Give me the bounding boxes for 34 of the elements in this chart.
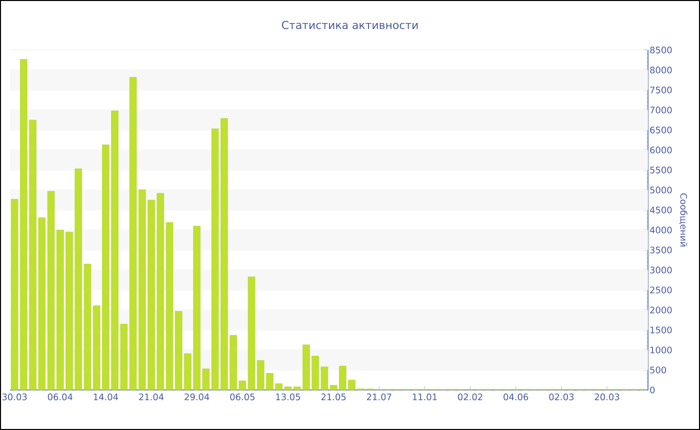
y-tick-label: 7000	[650, 106, 672, 114]
y-axis-title: Сообщений	[679, 193, 688, 246]
x-tick-label: 13.05	[276, 394, 300, 400]
y-tick-label: 6000	[650, 146, 672, 154]
x-tick-label: 06.04	[48, 394, 72, 400]
x-tick-label: 14.04	[94, 394, 118, 400]
y-tick-label: 5500	[650, 166, 672, 174]
y-tick-label: 2500	[650, 286, 672, 294]
y-tick-label: 0	[650, 386, 655, 394]
y-tick-label: 2000	[650, 306, 672, 314]
x-tick-label: 02.03	[549, 394, 574, 400]
y-tick-label: 3000	[650, 266, 672, 274]
y-tick-label: 3500	[650, 246, 672, 254]
x-tick-label: 21.07	[366, 394, 392, 400]
y-tick-label: 1000	[650, 346, 672, 354]
y-tick-label: 1500	[650, 326, 672, 334]
x-tick-label: 02.02	[458, 394, 482, 400]
chart-title: Статистика активности	[282, 20, 418, 30]
x-tick-label: 21.04	[139, 394, 164, 400]
x-tick-label: 29.04	[184, 394, 210, 400]
x-tick-label: 06.05	[230, 394, 254, 400]
x-tick-label: 20.03	[594, 394, 620, 400]
y-tick-label: 500	[650, 366, 666, 374]
x-tick-label: 04.06	[504, 394, 528, 400]
y-tick-label: 8000	[650, 66, 672, 74]
x-tick-label: 21.05	[321, 394, 346, 400]
y-tick-label: 5000	[650, 186, 672, 194]
y-tick-label: 7500	[650, 86, 672, 94]
y-tick-label: 4000	[650, 226, 672, 234]
y-tick-label: 8500	[650, 46, 672, 54]
x-tick-label: 11.01	[412, 394, 437, 400]
x-tick-label: 30.03	[2, 394, 27, 400]
y-tick-label: 4500	[650, 206, 672, 214]
y-tick-label: 6500	[650, 126, 672, 134]
